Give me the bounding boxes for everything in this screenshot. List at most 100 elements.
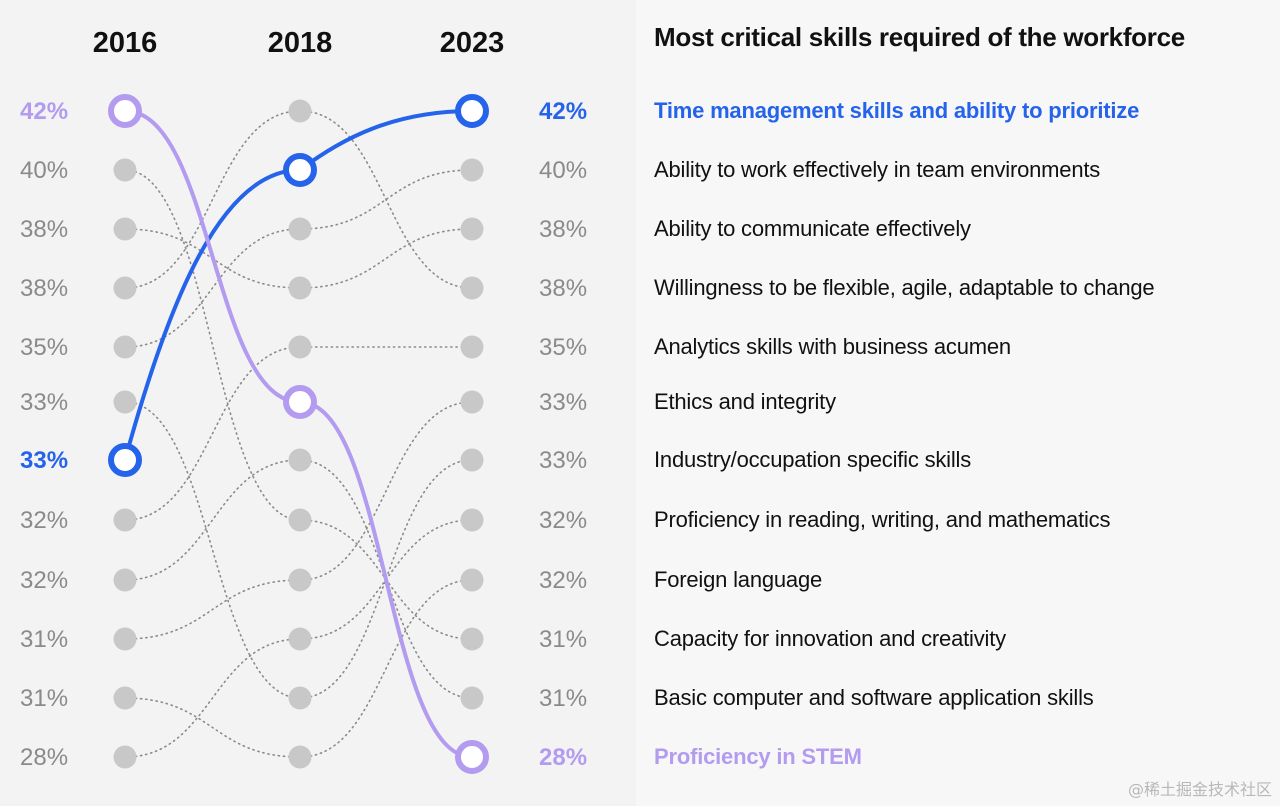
rank-dot xyxy=(113,568,137,592)
skill-label: Basic computer and software application … xyxy=(654,685,1094,710)
year-label-2018: 2018 xyxy=(268,27,333,59)
percent-label-2016: 42% xyxy=(20,98,68,125)
rank-dot xyxy=(460,568,484,592)
percent-label-2016: 32% xyxy=(20,507,68,534)
skill-label: Proficiency in reading, writing, and mat… xyxy=(654,507,1111,532)
percent-label-2023: 31% xyxy=(539,626,587,653)
highlight-lines xyxy=(123,109,473,759)
rank-dot xyxy=(460,686,484,710)
rank-dot xyxy=(460,158,484,182)
skill-label: Ability to work effectively in team envi… xyxy=(654,157,1101,182)
rank-dot xyxy=(460,390,484,414)
percent-label-2016: 31% xyxy=(20,626,68,653)
rank-dot xyxy=(288,627,312,651)
rank-dot xyxy=(288,99,312,123)
percent-label-2023: 38% xyxy=(539,275,587,302)
rank-dot xyxy=(460,217,484,241)
connector-5-2018-2023 xyxy=(299,401,473,581)
slope-chart: 2016 2018 2023 42% 40% 38% 38% 35% 33% 33% 32% 32%… xyxy=(20,27,587,774)
connector-8-2018-2023 xyxy=(299,579,473,758)
percent-labels: 42% 40% 38% 38% 35% 33% 33% 32% 32% 31% 31% 28% 42% 4… xyxy=(20,98,587,771)
skill-label: Foreign language xyxy=(654,567,823,592)
highlight-line-purple xyxy=(124,109,473,759)
connector-1-2018-2023 xyxy=(299,169,473,230)
skill-label: Time management skills and ability to pr… xyxy=(654,98,1140,123)
rank-dot xyxy=(113,745,137,769)
rank-dot xyxy=(460,335,484,359)
percent-label-2023: 32% xyxy=(539,507,587,534)
rank-dot xyxy=(288,276,312,300)
year-label-2016: 2016 xyxy=(93,27,158,59)
rank-dot xyxy=(113,276,137,300)
year-label-2023: 2023 xyxy=(440,27,505,59)
rank-dot xyxy=(113,627,137,651)
connector-6-2016-2018 xyxy=(124,401,301,699)
rank-dot xyxy=(113,390,137,414)
percent-label-2016: 31% xyxy=(20,685,68,712)
percent-label-2023: 32% xyxy=(539,567,587,594)
skill-label: Industry/occupation specific skills xyxy=(654,447,972,472)
rank-dot xyxy=(288,745,312,769)
year-axis-labels: 2016 2018 2023 xyxy=(93,27,505,59)
connector-3-2016-2018 xyxy=(124,110,301,289)
rank-dot xyxy=(288,686,312,710)
highlight-marker-purple-2018 xyxy=(283,385,317,419)
connector-lines xyxy=(124,110,473,758)
skill-label: Analytics skills with business acumen xyxy=(654,334,1011,359)
percent-label-2023: 28% xyxy=(539,744,587,771)
rank-dot xyxy=(460,627,484,651)
connector-9-2016-2018 xyxy=(124,169,301,521)
percent-label-2023: 33% xyxy=(539,447,587,474)
skill-label: Capacity for innovation and creativity xyxy=(654,626,1006,651)
rank-dot xyxy=(288,335,312,359)
rank-dot xyxy=(288,448,312,472)
percent-label-2016: 38% xyxy=(20,216,68,243)
connector-4-2016-2018 xyxy=(124,346,301,521)
highlight-marker-purple-2023 xyxy=(455,740,489,774)
rank-dot xyxy=(113,335,137,359)
percent-label-2023: 31% xyxy=(539,685,587,712)
watermark: @稀土掘金技术社区 xyxy=(1127,780,1272,799)
connector-1-2016-2018 xyxy=(124,228,301,348)
connector-10-2016-2018 xyxy=(124,459,301,581)
percent-label-2023: 33% xyxy=(539,389,587,416)
percent-label-2016: 28% xyxy=(20,744,68,771)
rank-dot xyxy=(460,448,484,472)
highlight-marker-blue-2016 xyxy=(108,443,142,477)
percent-label-2023: 38% xyxy=(539,216,587,243)
rank-dot xyxy=(460,508,484,532)
skill-label: Willingness to be flexible, agile, adapt… xyxy=(654,275,1155,300)
skill-label: Proficiency in STEM xyxy=(654,744,862,769)
percent-label-2023: 42% xyxy=(539,98,587,125)
highlight-marker-purple-2016 xyxy=(108,94,142,128)
chart-title: Most critical skills required of the wor… xyxy=(654,22,1185,52)
skill-label: Ethics and integrity xyxy=(654,389,836,414)
rank-dot xyxy=(288,568,312,592)
highlight-marker-blue-2023 xyxy=(455,94,489,128)
rank-dots xyxy=(108,94,489,774)
connector-7-2016-2018 xyxy=(124,638,301,758)
chart-panel xyxy=(0,0,636,806)
percent-label-2016: 40% xyxy=(20,157,68,184)
connector-2-2018-2023 xyxy=(299,228,473,289)
rank-dot xyxy=(288,217,312,241)
percent-label-2016: 38% xyxy=(20,275,68,302)
connector-3-2018-2023 xyxy=(299,110,473,289)
connector-5-2016-2018 xyxy=(124,579,301,640)
percent-label-2016: 33% xyxy=(20,447,68,474)
rank-dot xyxy=(288,508,312,532)
rank-dot xyxy=(113,217,137,241)
rank-dot xyxy=(113,158,137,182)
percent-label-2016: 33% xyxy=(20,389,68,416)
percent-label-2023: 35% xyxy=(539,334,587,361)
rank-dot xyxy=(460,276,484,300)
percent-label-2016: 32% xyxy=(20,567,68,594)
rank-dot xyxy=(113,508,137,532)
rank-dot xyxy=(113,686,137,710)
skills-legend: Most critical skills required of the wor… xyxy=(654,0,1280,806)
skill-label: Ability to communicate effectively xyxy=(654,216,971,241)
highlight-marker-blue-2018 xyxy=(283,153,317,187)
percent-label-2023: 40% xyxy=(539,157,587,184)
highlight-line-blue xyxy=(123,109,473,461)
connector-8-2016-2018 xyxy=(124,697,301,758)
